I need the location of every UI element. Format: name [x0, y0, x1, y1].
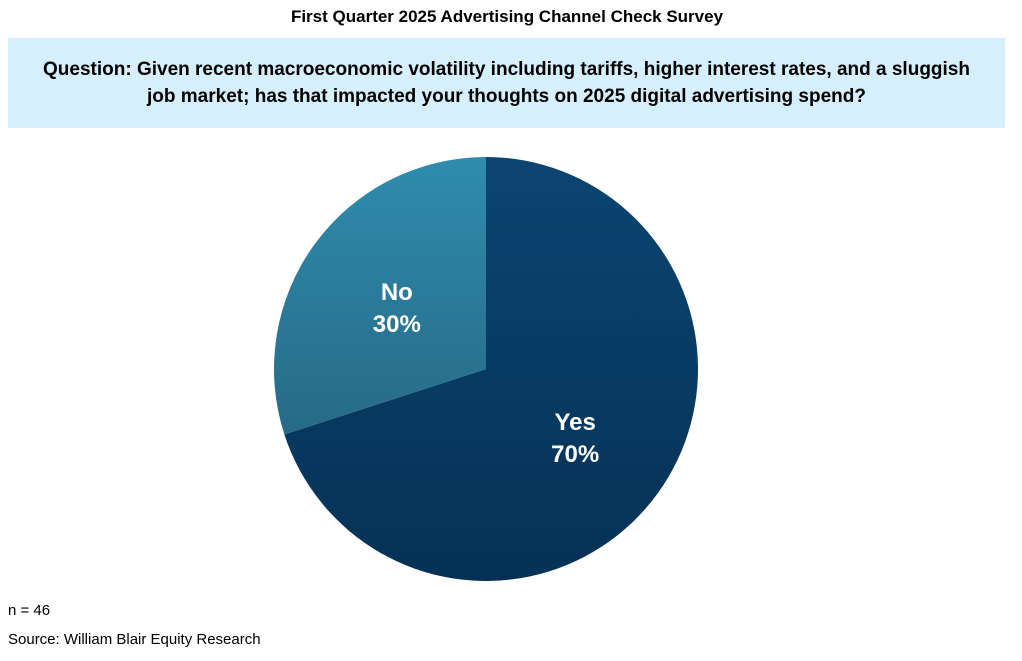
source-note: Source: William Blair Equity Research: [8, 631, 261, 648]
question-text: Question: Given recent macroeconomic vol…: [43, 59, 970, 107]
slice-value-yes: 70%: [551, 441, 599, 468]
chart-title: First Quarter 2025 Advertising Channel C…: [290, 7, 724, 26]
question-box: Question: Given recent macroeconomic vol…: [8, 38, 1005, 128]
pie-slice-yes: [284, 157, 698, 581]
slice-value-no: 30%: [373, 311, 421, 338]
sample-size: n = 46: [8, 602, 51, 619]
slice-label-no: No: [381, 279, 413, 306]
slice-label-yes: Yes: [554, 409, 595, 436]
pie-slice-no: [273, 157, 486, 435]
